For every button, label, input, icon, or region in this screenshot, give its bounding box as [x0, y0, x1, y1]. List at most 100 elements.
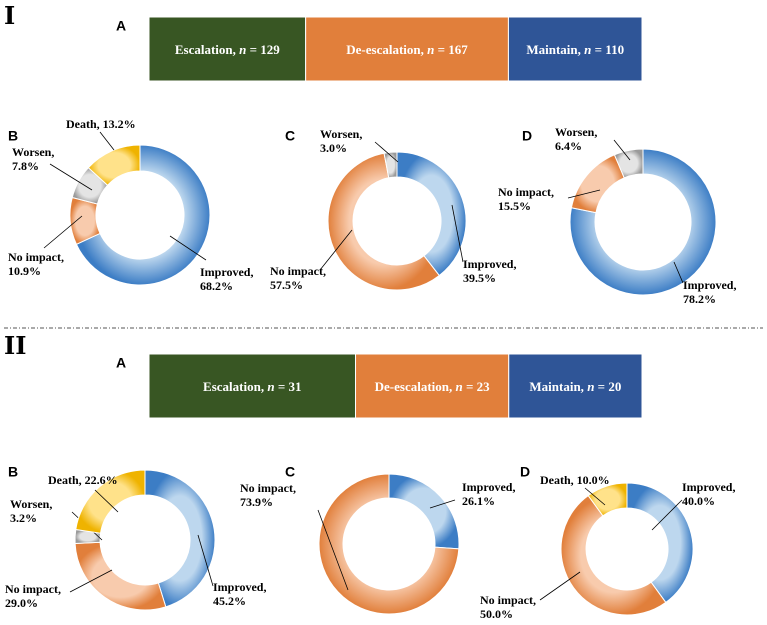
- section-2-donut-B-panel-label: B: [8, 463, 18, 479]
- section-2-donut-D-slice-improved: [626, 482, 694, 604]
- section-2-donut-C-slice-improved: [388, 473, 460, 550]
- section-1-bar-label-de-escalation: De-escalation, n = 167: [346, 42, 468, 57]
- section-2-donut-B-value-no-impact: 29.0%: [5, 596, 38, 610]
- section-1-bar-label-maintain: Maintain, n = 110: [526, 42, 624, 57]
- segment-label-n: n: [267, 379, 274, 394]
- section-2-donut-C-value-no-impact: 73.9%: [240, 495, 273, 509]
- section-1-donut-B-value-improved: 68.2%: [200, 279, 233, 293]
- section-2-donut-D-slice-death: [587, 482, 628, 517]
- section-1-donut-B-slice-improved: [75, 144, 211, 286]
- section-2-donut-B-label-death: Death, 22.6%: [48, 473, 118, 487]
- section-2-donut-D-leader-death: [584, 487, 606, 506]
- section-2-bar-label-de-escalation: De-escalation, n = 23: [375, 379, 491, 394]
- section-1-donut-D-value-no-impact: 15.5%: [498, 199, 531, 213]
- section-2-donut-C-label-no-impact: No impact,: [240, 481, 296, 495]
- section-1-donut-D-slice-improved: [569, 148, 717, 296]
- section-1-donut-C-value-worsen: 3.0%: [320, 141, 347, 155]
- section-2-donut-D-label-no-impact: No impact,: [480, 593, 536, 607]
- section-1-donut-C-leader-no-impact: [319, 229, 353, 271]
- segment-label-value: = 167: [434, 42, 468, 57]
- section-1-donut-D-slice-no-impact: [570, 154, 625, 214]
- section-1-donut-C-value-improved: 39.5%: [463, 271, 496, 285]
- section-2-donut-C-value-improved: 26.1%: [462, 494, 495, 508]
- section-2-donut-C-leader-improved: [429, 499, 456, 509]
- section-2-donut-B-label-improved: Improved,: [213, 580, 266, 594]
- section-2-donut-D-leader-improved: [651, 499, 683, 531]
- segment-label-text: De-escalation,: [375, 379, 456, 394]
- section-1-donut-B-slice-death: [87, 144, 141, 186]
- section-1-donut-D-slice-worsen: [613, 148, 644, 179]
- section-2-bar-panel-label: A: [116, 354, 126, 370]
- section-1-donut-D-label-improved: Improved,: [683, 278, 736, 292]
- section-2-donut-B-leader-improved: [197, 534, 214, 587]
- section-1-bar-panel-label: A: [116, 17, 126, 33]
- section-1-donut-B-panel-label: B: [8, 127, 18, 143]
- section-1-donut-C-leader-worsen: [374, 141, 399, 163]
- section-1-donut-B-label-worsen: Worsen,: [12, 145, 54, 159]
- segment-label-text: Escalation,: [203, 379, 267, 394]
- section-2-donut-B-slice-death: [75, 469, 146, 534]
- segment-label-n: n: [239, 42, 246, 57]
- section-1-donut-D-leader-no-impact: [567, 189, 601, 199]
- section-1-donut-C-panel-label: C: [285, 127, 295, 143]
- section-1-donut-D-value-improved: 78.2%: [683, 292, 716, 306]
- section-1-donut-D-label-worsen: Worsen,: [555, 125, 597, 139]
- section-1-donut-C-label-worsen: Worsen,: [320, 127, 362, 141]
- segment-label-value: = 110: [591, 42, 624, 57]
- section-1-bar-segment-maintain: [507, 16, 643, 82]
- section-1-donut-B-value-worsen: 7.8%: [12, 159, 39, 173]
- section-1-bar-label-escalation: Escalation, n = 129: [175, 42, 280, 57]
- section-2-donut-B-leader-death: [94, 489, 119, 513]
- section-2-donut-B-value-improved: 45.2%: [213, 594, 246, 608]
- section-1-donut-C-leader-improved: [451, 204, 464, 263]
- section-2-donut-C-label-improved: Improved,: [462, 480, 515, 494]
- section-1-donut-C-label-improved: Improved,: [463, 257, 516, 271]
- section-2-bar-segment-escalation: [148, 353, 357, 419]
- segment-label-value: = 23: [463, 379, 490, 394]
- section-2-donut-D-value-no-impact: 50.0%: [480, 607, 513, 621]
- section-1-donut-B-leader-worsen: [49, 163, 93, 191]
- section-1-donut-D-leader-worsen: [613, 139, 631, 161]
- section-2-donut-B-slice-improved: [144, 469, 216, 608]
- segment-label-value: = 20: [594, 379, 621, 394]
- segment-label-n: n: [456, 379, 463, 394]
- section-2-donut-D-leader-no-impact: [539, 571, 581, 601]
- section-2-bar-label-maintain: Maintain, n = 20: [529, 379, 621, 394]
- section-2-donut-D-label-improved: Improved,: [682, 480, 735, 494]
- segment-label-n: n: [584, 42, 591, 57]
- section-1-donut-C-slice-improved: [396, 151, 467, 277]
- section-roman-2: II: [4, 331, 26, 360]
- section-2-donut-B-label-no-impact: No impact,: [5, 582, 61, 596]
- section-2-donut-C-leader-no-impact: [317, 509, 349, 591]
- section-1-donut-B-leader-improved: [169, 235, 207, 261]
- section-1-donut-C-slice-no-impact: [327, 152, 440, 291]
- section-2-bar-segment-maintain: [508, 353, 643, 419]
- section-2-donut-C-panel-label: C: [285, 463, 295, 479]
- section-2-donut-C-slice-no-impact: [318, 473, 460, 615]
- section-1-donut-D-label-no-impact: No impact,: [498, 185, 554, 199]
- section-1-donut-B-label-no-impact: No impact,: [8, 250, 64, 264]
- segment-label-value: = 129: [246, 42, 280, 57]
- section-1-donut-B-label-death: Death, 13.2%: [66, 117, 136, 131]
- section-1-bar-segment-escalation: [148, 16, 307, 82]
- segment-label-n: n: [427, 42, 434, 57]
- section-1-donut-B-leader-death: [99, 131, 115, 151]
- segment-label-value: = 31: [275, 379, 302, 394]
- section-2-donut-B-leader-no-impact: [69, 569, 113, 593]
- section-1-donut-D-leader-improved: [673, 261, 684, 284]
- section-roman-1: I: [4, 1, 15, 30]
- segment-label-text: Maintain,: [526, 42, 584, 57]
- section-1-donut-C-label-no-impact: No impact,: [270, 264, 326, 278]
- section-2-donut-D-label-death: Death, 10.0%: [540, 473, 610, 487]
- segment-label-text: Maintain,: [529, 379, 587, 394]
- section-2-donut-B-value-worsen: 3.2%: [10, 511, 37, 525]
- section-2-donut-D-value-improved: 40.0%: [682, 494, 715, 508]
- section-1-donut-B-label-improved: Improved,: [200, 265, 253, 279]
- section-1-donut-D-panel-label: D: [522, 127, 532, 143]
- segment-label-n: n: [587, 379, 594, 394]
- section-1-donut-C-value-no-impact: 57.5%: [270, 278, 303, 292]
- section-2-donut-B-label-worsen: Worsen,: [10, 497, 52, 511]
- section-1-bar-segment-de-escalation: [305, 16, 509, 82]
- section-2-donut-B-slice-no-impact: [74, 541, 167, 611]
